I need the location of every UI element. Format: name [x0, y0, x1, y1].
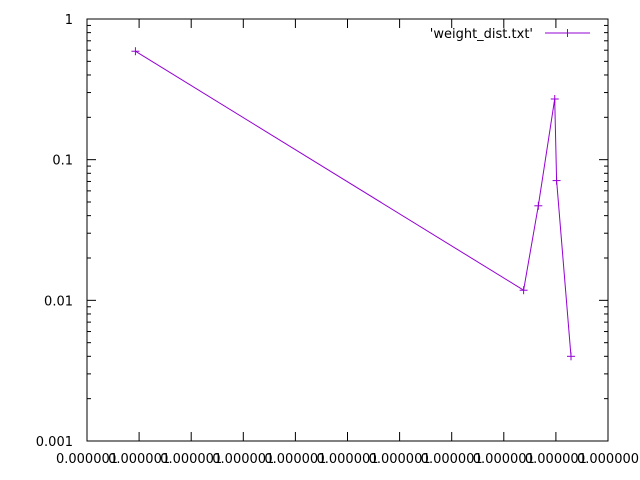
y-tick-label: 0.001: [36, 435, 73, 450]
y-tick-label: 0.01: [44, 294, 73, 309]
x-tick-label: 0.000001: [421, 452, 483, 467]
data-point: [519, 286, 528, 295]
plot-frame: [86, 18, 609, 442]
x-axis: 0.0000010.0000010.0000010.0000010.000001…: [56, 19, 639, 467]
data-point: [534, 201, 543, 210]
x-tick-label: 0.000001: [212, 452, 274, 467]
y-axis: 1 0.1 0.01 0.001: [36, 13, 608, 450]
data-point: [552, 176, 561, 185]
series-line: [135, 50, 572, 357]
x-tick-label: 0.000001: [316, 452, 378, 467]
x-tick-label: 0.000001: [264, 452, 326, 467]
x-tick-label: 0.000001: [525, 452, 587, 467]
data-point: [567, 352, 576, 361]
x-tick-label: 0.000001: [473, 452, 535, 467]
data-point: [550, 94, 559, 103]
legend: 'weight_dist.txt': [430, 27, 590, 42]
data-point: [131, 47, 140, 56]
y-tick-label: 0.1: [52, 154, 73, 169]
legend-label: 'weight_dist.txt': [430, 27, 533, 42]
x-tick-label: 0.000001: [56, 452, 118, 467]
x-tick-label: 0.000001: [369, 452, 431, 467]
x-tick-label: 0.000001: [160, 452, 222, 467]
series-group: [131, 47, 576, 361]
y-tick-label: 1: [65, 13, 73, 28]
x-tick-label: 0.000001: [108, 452, 170, 467]
plot-border: [86, 18, 609, 442]
x-tick-label: 0.000000: [577, 452, 639, 467]
